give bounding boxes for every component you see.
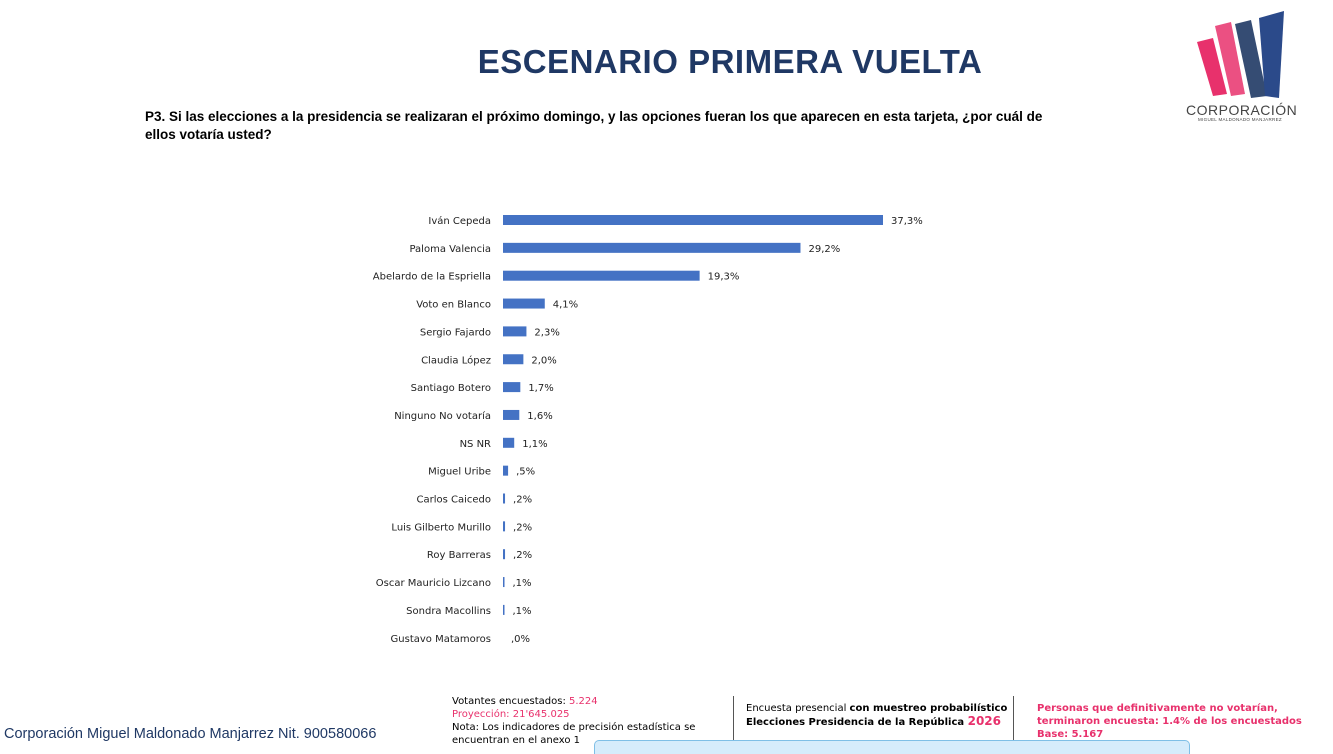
bar xyxy=(503,437,515,448)
value-label: 2,0% xyxy=(531,355,556,366)
category-label: Ninguno No votaría xyxy=(394,410,491,422)
footer-survey-info: Encuesta presencial con muestreo probabi… xyxy=(746,702,1008,729)
bar xyxy=(503,549,506,560)
value-label: ,1% xyxy=(513,606,532,617)
value-label: 2,3% xyxy=(534,327,559,338)
category-label: Sergio Fajardo xyxy=(420,327,491,338)
category-label: Sondra Macollins xyxy=(406,606,491,617)
logo-pink-shape xyxy=(1197,38,1227,96)
category-label: Abelardo de la Espriella xyxy=(373,272,491,283)
category-label: Carlos Caicedo xyxy=(416,495,491,506)
value-label: 19,3% xyxy=(708,272,740,283)
footer-sample-info: Votantes encuestados: 5.224 Proyección: … xyxy=(452,695,717,747)
footer-divider xyxy=(733,696,734,746)
bar xyxy=(503,493,506,504)
elecciones-line: Elecciones Presidencia de la República 2… xyxy=(746,714,1002,729)
category-label: NS NR xyxy=(460,439,491,450)
category-label: Gustavo Matamoros xyxy=(391,634,491,645)
page-title: ESCENARIO PRIMERA VUELTA xyxy=(477,43,983,80)
corporation-logo xyxy=(1197,11,1284,98)
footer-note-pink: Personas que definitivamente no votarían… xyxy=(1037,702,1333,741)
company-footer: Corporación Miguel Maldonado Manjarrez N… xyxy=(4,726,377,742)
encuesta-line: Encuesta presencial con muestreo probabi… xyxy=(746,703,1008,714)
logo-blue-shape-2 xyxy=(1259,11,1284,98)
category-label: Miguel Uribe xyxy=(428,467,491,478)
footer-divider-2 xyxy=(1013,696,1014,746)
value-label: ,2% xyxy=(513,522,532,533)
personas-line: Personas que definitivamente no votarían… xyxy=(1037,703,1302,727)
base-line: Base: 5.167 xyxy=(1037,729,1104,740)
bar xyxy=(503,604,505,615)
bar xyxy=(503,354,524,365)
bar xyxy=(503,382,521,393)
value-label: ,5% xyxy=(516,467,535,478)
proyeccion-line: Proyección: 21'645.025 xyxy=(452,709,570,720)
value-label: 1,6% xyxy=(527,411,552,422)
value-label: ,0% xyxy=(511,634,530,645)
value-label: ,2% xyxy=(513,495,532,506)
bar xyxy=(503,242,801,253)
votantes-line: Votantes encuestados: 5.224 xyxy=(452,696,598,707)
value-label: ,1% xyxy=(513,578,532,589)
bar xyxy=(503,521,506,532)
value-label: 1,1% xyxy=(522,439,547,450)
bar xyxy=(503,298,545,309)
nota-line: Nota: Los indicadores de precisión estad… xyxy=(452,722,696,746)
bar xyxy=(503,409,520,420)
value-label: 37,3% xyxy=(891,216,923,227)
category-label: Roy Barreras xyxy=(427,550,491,561)
value-label: 1,7% xyxy=(528,383,553,394)
category-label: Claudia López xyxy=(421,354,491,366)
bar xyxy=(503,326,527,337)
logo-name: CORPORACIÓN xyxy=(1186,102,1298,118)
category-label: Oscar Mauricio Lizcano xyxy=(376,578,491,589)
value-label: 4,1% xyxy=(553,300,578,311)
bar xyxy=(503,215,883,225)
category-label: Luis Gilberto Murillo xyxy=(391,522,491,533)
question-text: P3. Si las elecciones a la presidencia s… xyxy=(145,109,1043,142)
category-label: Iván Cepeda xyxy=(428,215,491,227)
overlay-strip xyxy=(594,740,1190,754)
category-label: Paloma Valencia xyxy=(409,244,491,255)
category-label: Santiago Botero xyxy=(411,383,491,394)
logo-subtitle: MIGUEL MALDONADO MANJARREZ xyxy=(1198,117,1282,122)
value-label: ,2% xyxy=(513,550,532,561)
bar-chart: Iván Cepeda 37,3% Paloma Valencia 29,2% Abel… xyxy=(373,215,923,645)
bar xyxy=(503,270,700,281)
logo-blue-shape xyxy=(1235,20,1267,98)
bar xyxy=(503,577,505,588)
category-label: Voto en Blanco xyxy=(416,300,491,311)
logo-pink-shape-2 xyxy=(1215,22,1245,96)
value-label: 29,2% xyxy=(808,244,840,255)
bar xyxy=(503,465,509,476)
